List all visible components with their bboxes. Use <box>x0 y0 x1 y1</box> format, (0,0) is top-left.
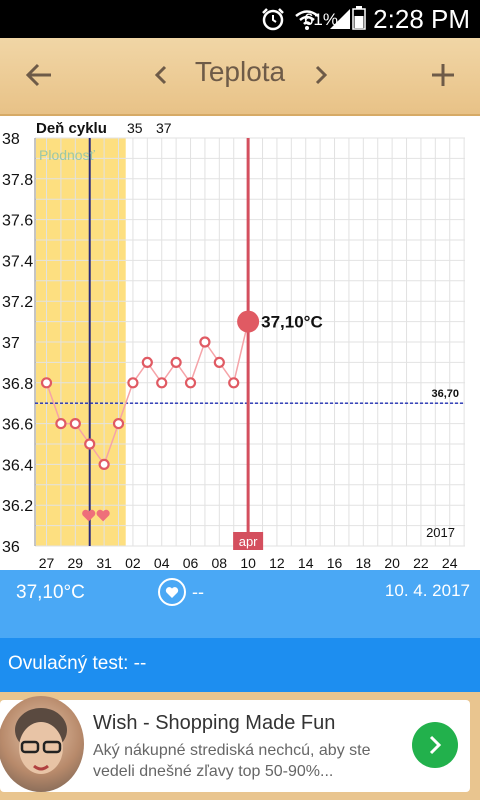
plus-icon <box>432 64 454 86</box>
date-value: 10. 4. 2017 <box>384 581 470 600</box>
chevron-left-icon <box>154 65 167 85</box>
chevron-right-icon <box>315 65 328 85</box>
day-info-bar[interactable]: 37,10°C -- 10. 4. 2017 <box>0 570 480 638</box>
temperature-point[interactable] <box>112 418 125 430</box>
signal-icon <box>330 9 350 29</box>
baseline-label: 36,70 <box>431 388 459 400</box>
x-tick-label: 24 <box>442 555 458 570</box>
chevron-right-icon <box>429 735 442 755</box>
temperature-point[interactable] <box>184 377 197 389</box>
x-tick-label: 04 <box>154 555 170 570</box>
x-tick-label: 18 <box>356 555 372 570</box>
page-title: Teplota <box>194 56 286 87</box>
selected-value-label: 37,10°C <box>261 313 323 332</box>
temperature-chart[interactable]: 38 37.8 37.6 37.4 37.2 37 36.8 36.6 36.4 36.2 36 2… <box>0 116 480 570</box>
selected-temperature-point[interactable] <box>237 310 260 333</box>
x-tick-label: 22 <box>413 555 429 570</box>
temperature-point[interactable] <box>84 438 96 450</box>
battery-icon <box>352 6 366 30</box>
year-label: 2017 <box>426 525 455 540</box>
x-tick-label: 14 <box>298 555 314 570</box>
previous-button[interactable] <box>136 50 186 100</box>
cycle-day-label: Deň cyklu <box>36 120 107 137</box>
temperature-point[interactable] <box>127 377 139 389</box>
cycle-day-35: 35 <box>127 120 143 136</box>
y-tick-label: 38 <box>2 131 20 148</box>
status-icons <box>260 6 352 32</box>
chart-grid <box>34 137 465 547</box>
battery-percent: 61% <box>303 10 338 29</box>
temperature-point[interactable] <box>69 418 81 430</box>
month-label: apr <box>239 534 258 549</box>
back-button[interactable] <box>14 50 64 100</box>
ad-title: Wish - Shopping Made Fun <box>93 712 336 734</box>
y-tick-label: 37.4 <box>2 253 33 270</box>
y-axis: 38 37.8 37.6 37.4 37.2 37 36.8 36.6 36.4 36.2 36 <box>2 131 33 556</box>
temperature-value: 37,10°C <box>16 582 85 603</box>
temperature-point[interactable] <box>199 336 211 348</box>
x-tick-label: 29 <box>68 555 84 570</box>
month-tag <box>233 532 264 550</box>
x-tick-label: 12 <box>269 555 285 570</box>
next-button[interactable] <box>296 50 346 100</box>
x-tick-label: 08 <box>212 555 228 570</box>
arrow-left-icon <box>25 63 51 87</box>
heart-marker <box>82 509 96 522</box>
wifi-icon <box>295 10 319 30</box>
y-tick-label: 36.2 <box>2 498 33 515</box>
y-tick-label: 37.8 <box>2 172 33 189</box>
temperature-point[interactable] <box>55 418 67 430</box>
temperature-point[interactable] <box>228 377 240 389</box>
chart-svg[interactable]: 38 37.8 37.6 37.4 37.2 37 36.8 36.6 36.4 36.2 36 2… <box>0 116 480 570</box>
fertility-label: Plodnosť <box>39 147 96 163</box>
x-axis: 27 29 31 02 04 06 08 10 12 14 16 18 20 22 24 <box>39 555 458 570</box>
y-tick-label: 36.6 <box>2 417 33 434</box>
temperature-point[interactable] <box>40 377 53 389</box>
ad-banner[interactable]: Wish - Shopping Made Fun Aký nákupné str… <box>0 696 470 792</box>
temperature-point[interactable] <box>213 356 225 368</box>
heart-icon <box>165 586 179 598</box>
temperature-point[interactable] <box>98 458 110 470</box>
ovulation-test-label: Ovulačný test: -- <box>8 653 147 674</box>
heart-marker <box>96 509 110 522</box>
y-tick-label: 36.8 <box>2 376 33 393</box>
temperature-point[interactable] <box>156 377 168 389</box>
x-tick-label: 27 <box>39 555 55 570</box>
temperature-point[interactable] <box>170 356 182 368</box>
x-tick-label: 31 <box>96 555 112 570</box>
y-tick-label: 36 <box>2 539 20 556</box>
alarm-icon <box>262 8 284 31</box>
intercourse-markers <box>82 509 110 522</box>
intercourse-value: -- <box>192 582 204 602</box>
x-tick-label: 16 <box>327 555 343 570</box>
ad-description: Aký nákupné strediská nechcú, aby ste ve… <box>93 742 371 780</box>
add-button[interactable] <box>418 50 468 100</box>
y-tick-label: 36.4 <box>2 457 33 474</box>
x-tick-label: 20 <box>384 555 400 570</box>
clock: 2:28 PM <box>373 4 470 34</box>
ad-open-button[interactable] <box>412 722 458 768</box>
temperature-points <box>40 310 260 470</box>
ovulation-test-bar[interactable]: Ovulačný test: -- <box>0 638 480 692</box>
cycle-day-37: 37 <box>156 120 172 136</box>
x-tick-label: 10 <box>240 555 256 570</box>
y-tick-label: 37.6 <box>2 213 33 230</box>
status-bar: 61% 2:28 PM <box>0 0 480 38</box>
app-header: Teplota <box>0 38 480 116</box>
y-tick-label: 37.2 <box>2 294 33 311</box>
x-tick-label: 02 <box>125 555 141 570</box>
y-tick-label: 37 <box>2 335 20 352</box>
x-tick-label: 06 <box>183 555 199 570</box>
intercourse-button[interactable] <box>158 578 186 606</box>
ad-avatar <box>0 696 84 792</box>
temperature-point[interactable] <box>141 356 153 368</box>
